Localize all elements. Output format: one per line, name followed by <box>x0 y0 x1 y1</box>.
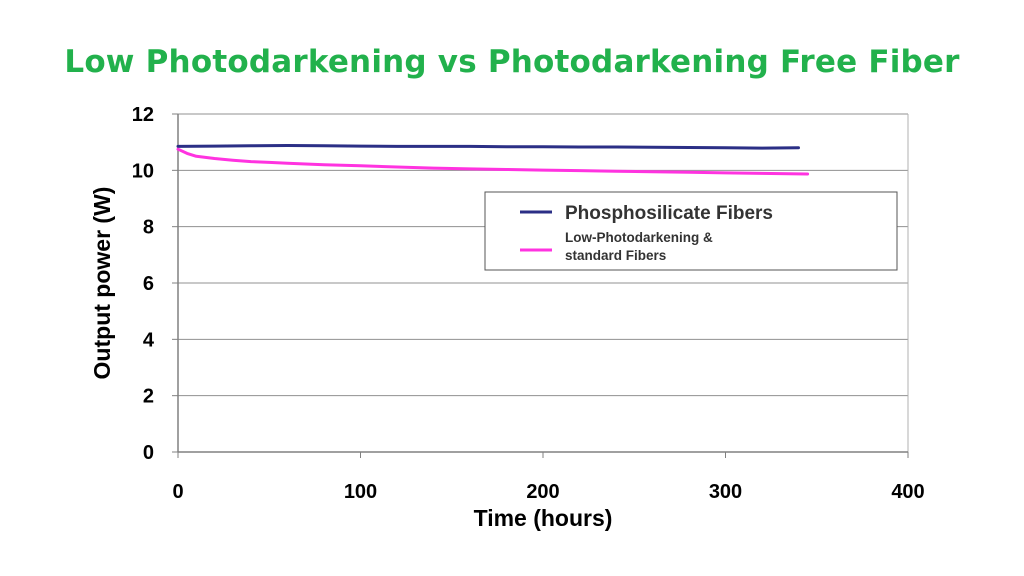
legend-label-low-photodarkening-line1: Low-Photodarkening & <box>565 230 713 245</box>
axes <box>172 113 909 458</box>
legend-label-phosphosilicate: Phosphosilicate Fibers <box>565 203 773 224</box>
gridlines <box>178 113 909 452</box>
y-tick-label-2: 2 <box>143 386 154 408</box>
y-axis-title: Output power (W) <box>89 187 115 380</box>
series-lines <box>176 144 810 176</box>
x-tick-label-0: 0 <box>172 481 183 503</box>
y-tick-label-0: 0 <box>143 442 154 464</box>
y-tick-label-4: 4 <box>143 329 155 351</box>
tick-labels: 0 2 4 6 8 10 12 0 100 200 300 400 <box>132 104 925 503</box>
legend-label-low-photodarkening-line2: standard Fibers <box>565 248 666 263</box>
series-line-1 <box>176 147 810 176</box>
x-tick-label-200: 200 <box>526 481 559 503</box>
legend-box <box>484 191 898 271</box>
y-tick-label-10: 10 <box>132 160 154 182</box>
x-tick-label-300: 300 <box>709 481 742 503</box>
legend: Phosphosilicate Fibers Low-Photodarkenin… <box>484 191 898 271</box>
y-tick-label-6: 6 <box>143 273 154 295</box>
page-title: Low Photodarkening vs Photodarkening Fre… <box>64 44 960 80</box>
y-tick-label-12: 12 <box>132 104 154 126</box>
x-tick-label-400: 400 <box>891 481 924 503</box>
x-tick-label-100: 100 <box>344 481 377 503</box>
y-tick-label-8: 8 <box>143 217 154 239</box>
x-axis-title: Time (hours) <box>474 505 613 531</box>
series-line-0 <box>176 144 800 150</box>
